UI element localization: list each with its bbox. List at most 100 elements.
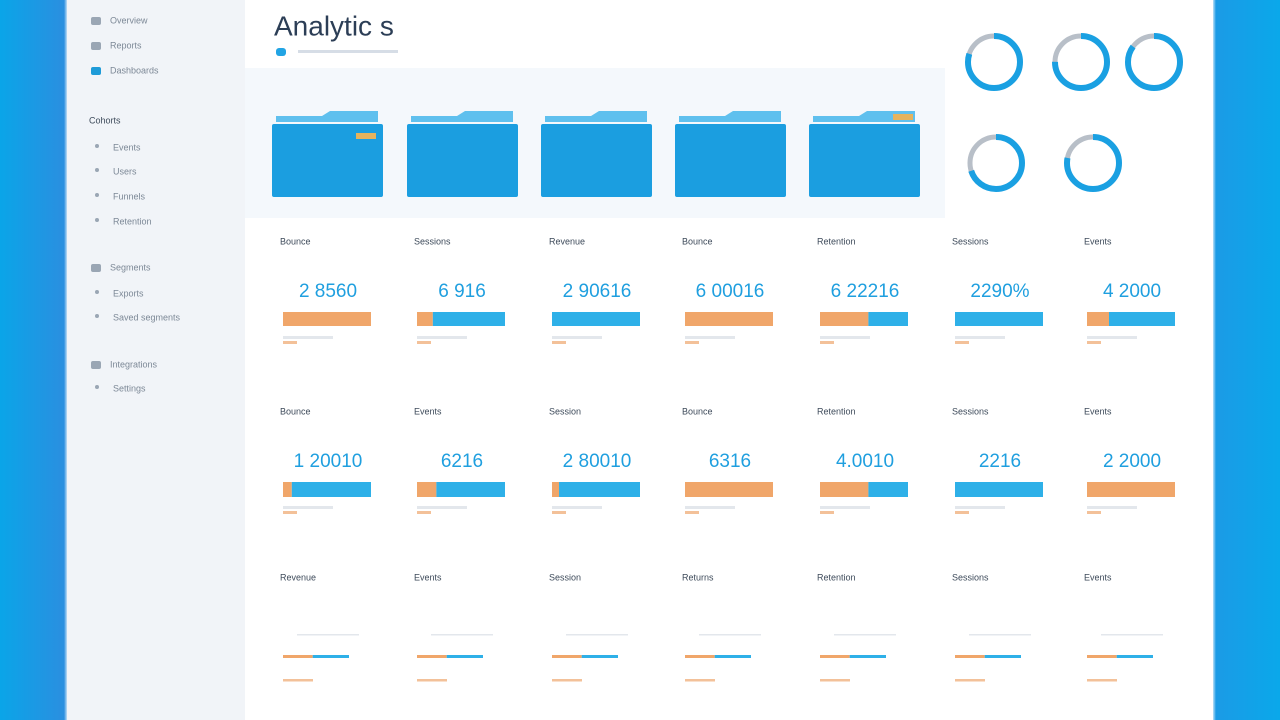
folder-front[interactable]: [675, 124, 786, 197]
card-value: 6 916: [438, 281, 486, 302]
card-label: Events: [1084, 236, 1112, 246]
folder-front[interactable]: [541, 124, 652, 197]
nav-item[interactable]: Funnels: [113, 191, 146, 201]
nav-icon: [95, 385, 99, 389]
card-line: [1087, 336, 1137, 339]
card-value: 2 2000: [1103, 451, 1161, 472]
card-label: Sessions: [952, 406, 989, 416]
folder-back[interactable]: [679, 111, 781, 122]
card-line: [552, 506, 602, 509]
card-line: [417, 336, 467, 339]
bar-blue: [1116, 655, 1153, 658]
nav-item[interactable]: Retention: [113, 216, 152, 226]
folder-back[interactable]: [545, 111, 647, 122]
nav-item[interactable]: Segments: [110, 262, 151, 272]
bar-orange: [552, 655, 582, 658]
card-dash: [955, 341, 969, 344]
card-label: Bounce: [280, 236, 311, 246]
card-value: 2 8560: [299, 281, 357, 302]
bar-orange: [685, 655, 715, 658]
bar-blue: [868, 312, 908, 326]
card-dash: [552, 341, 566, 344]
card-dash: [955, 679, 985, 682]
ring-progress: [967, 134, 1025, 192]
folder-back[interactable]: [813, 111, 915, 122]
bar-blue: [446, 655, 483, 658]
folder-tag: [356, 133, 376, 139]
bar-blue: [581, 655, 618, 658]
card-dash: [1087, 679, 1117, 682]
nav-icon: [91, 361, 101, 369]
card-dash: [283, 679, 313, 682]
card-dash: [1087, 341, 1101, 344]
card-line: [685, 506, 735, 509]
card-label: Revenue: [549, 236, 585, 246]
nav-item[interactable]: Integrations: [110, 359, 158, 369]
card-label: Events: [414, 406, 442, 416]
card-label: Events: [1084, 572, 1112, 582]
folder-front[interactable]: [407, 124, 518, 197]
folder-front[interactable]: [809, 124, 920, 197]
card-line: [417, 506, 467, 509]
card-line: [552, 336, 602, 339]
folder-front[interactable]: [272, 124, 383, 197]
card-dash: [552, 679, 582, 682]
nav-item[interactable]: Settings: [113, 383, 146, 393]
bar-blue: [1109, 312, 1175, 326]
card-line: [283, 336, 333, 339]
card-line: [969, 634, 1031, 636]
card-dash: [283, 511, 297, 514]
nav-item[interactable]: Overview: [110, 15, 148, 25]
bar-orange: [552, 482, 560, 497]
nav-item[interactable]: Events: [113, 142, 141, 152]
bar-blue: [291, 482, 371, 497]
card-line: [834, 634, 896, 636]
bar-orange: [820, 655, 850, 658]
card-dash: [417, 679, 447, 682]
card-dash: [1087, 511, 1101, 514]
nav-item[interactable]: Reports: [110, 40, 142, 50]
bar-blue: [432, 312, 505, 326]
bar-orange: [955, 655, 985, 658]
card-dash: [685, 511, 699, 514]
title-underline: [298, 50, 398, 53]
card-dash: [283, 341, 297, 344]
card-label: Retention: [817, 572, 856, 582]
bar-orange: [1087, 655, 1117, 658]
bar-orange: [1087, 312, 1109, 326]
card-value: 4 2000: [1103, 281, 1161, 302]
card-dash: [820, 341, 834, 344]
card-line: [699, 634, 761, 636]
folder-back[interactable]: [276, 111, 378, 122]
folder-back[interactable]: [411, 111, 513, 122]
card-dash: [552, 511, 566, 514]
nav-icon: [95, 193, 99, 197]
bar-blue: [559, 482, 640, 497]
card-label: Events: [414, 572, 442, 582]
card-value: 2 80010: [563, 451, 632, 472]
folder-tag: [893, 114, 913, 120]
card-dash: [685, 679, 715, 682]
nav-item[interactable]: Exports: [113, 288, 144, 298]
card-line: [955, 506, 1005, 509]
nav-item[interactable]: Saved segments: [113, 312, 181, 322]
bar-blue: [868, 482, 908, 497]
nav-icon: [95, 144, 99, 148]
card-label: Sessions: [952, 236, 989, 246]
card-label: Bounce: [682, 406, 713, 416]
bar-orange: [1087, 482, 1175, 497]
card-label: Returns: [682, 572, 714, 582]
nav-icon: [91, 264, 101, 272]
nav-item[interactable]: Users: [113, 166, 137, 176]
bar-blue: [849, 655, 886, 658]
card-value: 6 22216: [831, 281, 900, 302]
card-value: 4.0010: [836, 451, 894, 472]
nav-icon: [95, 218, 99, 222]
nav-icon: [95, 314, 99, 318]
card-value: 2290%: [970, 281, 1029, 302]
card-line: [820, 336, 870, 339]
nav-item[interactable]: Dashboards: [110, 65, 159, 75]
card-dash: [820, 679, 850, 682]
card-label: Retention: [817, 236, 856, 246]
title-dot: [276, 48, 286, 56]
